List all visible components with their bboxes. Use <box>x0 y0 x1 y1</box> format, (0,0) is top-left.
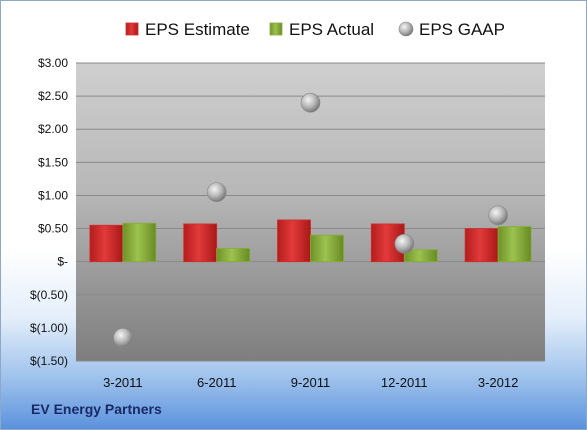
bar-eps-estimate-3-2012 <box>464 228 499 263</box>
legend-swatch-eps-estimate <box>125 22 139 36</box>
y-tick-label: $1.00 <box>38 188 68 202</box>
bar-eps-estimate-6-2011 <box>183 223 218 263</box>
company-name: EV Energy Partners <box>31 401 162 417</box>
point-eps-gaap-3-2012 <box>488 205 508 226</box>
point-eps-gaap-3-2011 <box>113 328 133 348</box>
y-tick-label: $0.50 <box>38 222 68 236</box>
x-axis: 3-2011 6-2011 9-2011 12-2011 3-2012 <box>103 375 518 390</box>
legend-label-eps-gaap: EPS GAAP <box>419 20 505 39</box>
gaap-points <box>113 92 508 348</box>
y-tick-label: $(1.50) <box>30 354 68 368</box>
legend: EPS Estimate EPS Actual EPS GAAP <box>125 20 505 39</box>
legend-swatch-eps-actual <box>269 22 283 36</box>
bar-eps-actual-3-2011 <box>122 222 157 263</box>
bar-eps-estimate-9-2011 <box>277 219 311 263</box>
legend-label-eps-estimate: EPS Estimate <box>145 20 250 39</box>
bar-eps-actual-12-2011 <box>403 249 438 263</box>
y-tick-label: $2.00 <box>38 122 68 136</box>
point-eps-gaap-6-2011 <box>206 182 227 202</box>
point-eps-gaap-12-2011 <box>394 233 415 254</box>
legend-swatch-eps-gaap <box>398 21 414 37</box>
bar-eps-actual-3-2012 <box>497 226 532 263</box>
x-tick-label-12-2011: 12-2011 <box>381 375 428 390</box>
bar-eps-actual-6-2011 <box>216 248 251 263</box>
x-tick-label-6-2011: 6-2011 <box>197 375 237 390</box>
plot-area <box>76 63 545 361</box>
y-tick-label: $1.50 <box>38 155 68 169</box>
bars <box>89 219 532 263</box>
x-tick-label-9-2011: 9-2011 <box>291 375 331 390</box>
y-tick-label: $3.00 <box>38 56 68 70</box>
y-tick-label: $2.50 <box>38 89 68 103</box>
y-tick-label: $- <box>57 255 68 269</box>
bar-eps-actual-9-2011 <box>310 234 344 263</box>
bar-eps-estimate-3-2011 <box>89 224 124 263</box>
y-tick-label: $(1.00) <box>30 321 68 335</box>
legend-label-eps-actual: EPS Actual <box>289 20 374 39</box>
y-tick-label: $(0.50) <box>30 288 68 302</box>
x-tick-label-3-2011: 3-2011 <box>103 375 143 390</box>
y-axis: $3.00 $2.50 $2.00 $1.50 $1.00 $0.50 $- $(0.50) $… <box>30 56 68 368</box>
point-eps-gaap-9-2011 <box>300 92 321 113</box>
x-tick-label-3-2012: 3-2012 <box>478 375 518 390</box>
